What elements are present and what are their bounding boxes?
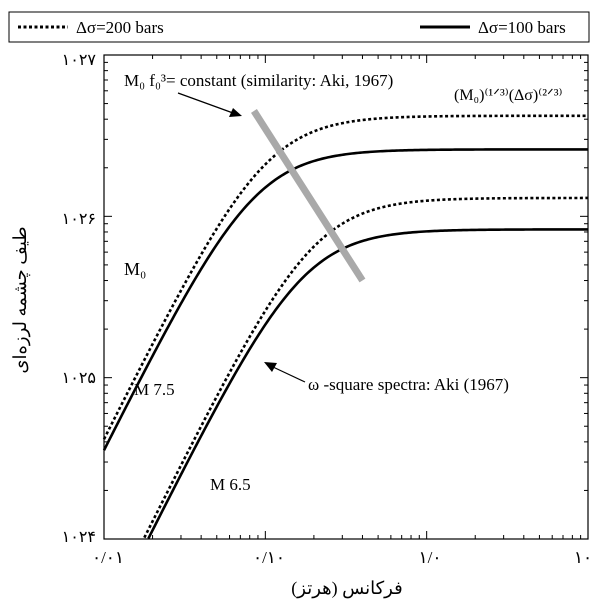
y-tick-labels: ۱۰۲۷ ۱۰۲۶ ۱۰۲۵ ۱۰۲۴ xyxy=(62,52,97,546)
legend-box xyxy=(8,11,590,43)
spectrum-curve-1 xyxy=(102,148,588,451)
similarity-arrow xyxy=(177,92,234,114)
scaling-annotation: (M₀)⁽¹ᐟ³⁾(Δσ)⁽²ᐟ³⁾ xyxy=(454,87,563,104)
y-tick-label: ۱۰۲۵ xyxy=(62,370,96,387)
omega-annotation: ω -square spectra: Aki (1967) xyxy=(308,375,509,394)
omega-arrow xyxy=(272,366,306,383)
x-axis-title: فرکانس (هرتز) xyxy=(291,578,402,599)
spectrum-curves xyxy=(102,114,588,540)
x-tick-labels: ۰/۰۱ ۰/۱۰ ۱/۰ ۱۰ xyxy=(92,548,592,567)
y-tick-label: ۱۰۲۶ xyxy=(62,211,96,228)
y-tick-label: ۱۰۲۷ xyxy=(62,52,97,69)
x-tick-label: ۰/۰۱ xyxy=(92,548,124,567)
y-tick-label: ۱۰۲۴ xyxy=(62,529,96,546)
similarity-annotation: M₀ f₀³= constant (similarity: Aki, 1967) xyxy=(124,71,393,90)
m75-label: M 7.5 xyxy=(134,380,175,399)
m65-label: M 6.5 xyxy=(210,475,251,494)
x-tick-label: ۰/۱۰ xyxy=(253,548,285,567)
x-tick-label: ۱/۰ xyxy=(419,548,442,567)
omega-arrowhead xyxy=(264,362,277,372)
legend-entry-dotted: Δσ=200 bars xyxy=(76,18,164,37)
spectrum-curve-2 xyxy=(143,196,588,539)
similarity-line xyxy=(250,109,366,283)
plot-frame xyxy=(103,54,589,540)
axis-ticks xyxy=(103,55,588,540)
m0-label: M₀ xyxy=(124,259,146,279)
x-tick-label: ۱۰ xyxy=(574,548,592,567)
y-axis-title: طیف چشمه لرزه‌ای xyxy=(10,226,31,373)
spectrum-curve-3 xyxy=(147,228,588,540)
spectrum-curve-0 xyxy=(102,114,588,440)
similarity-arrowhead xyxy=(229,108,242,117)
legend-entry-solid: Δσ=100 bars xyxy=(478,18,566,37)
